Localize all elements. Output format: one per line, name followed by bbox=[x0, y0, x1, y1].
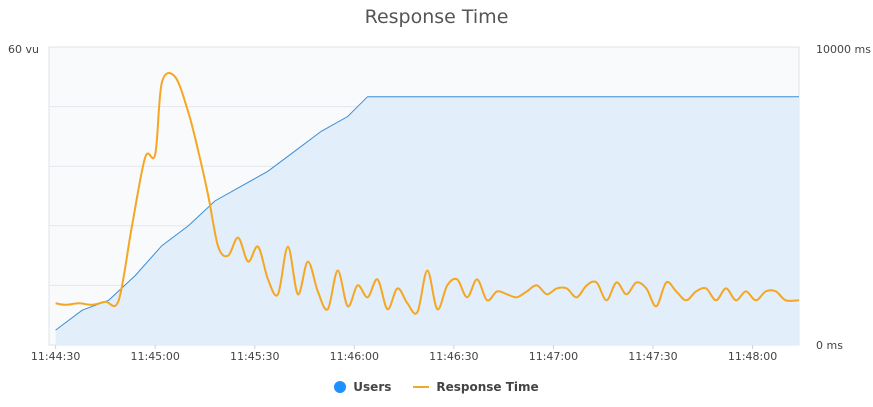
x-tick-label: 11:46:00 bbox=[330, 350, 379, 363]
legend-label-users: Users bbox=[353, 380, 392, 394]
users-area bbox=[55, 96, 800, 345]
legend-item-users[interactable]: Users bbox=[334, 380, 391, 394]
users-line bbox=[55, 96, 799, 331]
legend-label-response-time: Response Time bbox=[436, 380, 539, 394]
y-left-top-label: 60 vu bbox=[8, 43, 39, 56]
legend-item-response-time[interactable]: Response Time bbox=[413, 380, 539, 394]
y-right-bottom-label: 0 ms bbox=[816, 339, 843, 352]
x-tick-label: 11:44:30 bbox=[31, 350, 80, 363]
chart-title: Response Time bbox=[364, 6, 509, 28]
x-tick-label: 11:47:30 bbox=[628, 350, 677, 363]
y-right-top-label: 10000 ms bbox=[816, 43, 871, 56]
users-legend-dot-icon bbox=[334, 381, 347, 393]
x-tick-label: 11:45:00 bbox=[130, 350, 179, 363]
response-time-legend-line-icon bbox=[413, 386, 430, 388]
x-tick-label: 11:46:30 bbox=[429, 350, 478, 363]
legend: Users Response Time bbox=[0, 380, 873, 394]
x-tick-label: 11:45:30 bbox=[230, 350, 279, 363]
x-tick-label: 11:48:00 bbox=[728, 350, 777, 363]
response-time-line bbox=[55, 72, 800, 315]
x-tick-label: 11:47:00 bbox=[529, 350, 578, 363]
